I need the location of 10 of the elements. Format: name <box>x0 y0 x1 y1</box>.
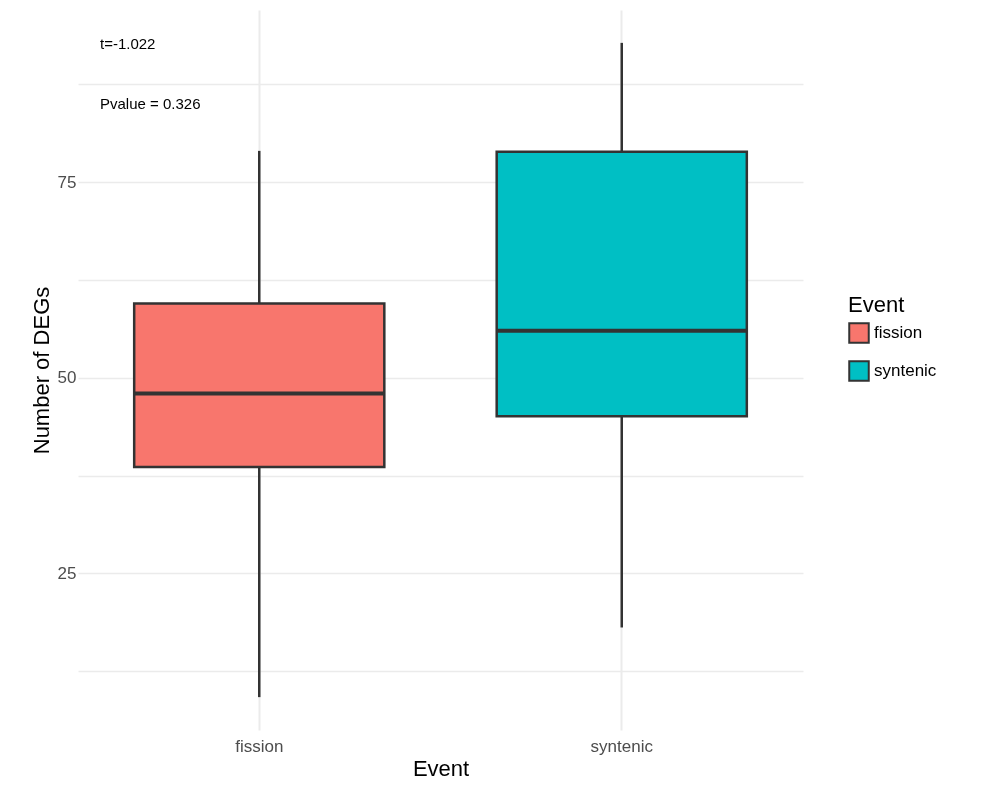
legend-label: fission <box>874 323 923 342</box>
legend-label: syntenic <box>874 361 937 380</box>
legend-title: Event <box>848 292 905 317</box>
x-axis-title: Event <box>412 755 470 781</box>
y-tick-label: 75 <box>57 172 77 192</box>
y-tick-label: 25 <box>57 563 77 583</box>
annotation: t=-1.022 <box>100 35 156 52</box>
y-tick-label: 50 <box>57 368 77 388</box>
y-axis-title: Number of DEGs <box>28 286 54 455</box>
annotation: Pvalue = 0.326 <box>100 95 201 112</box>
